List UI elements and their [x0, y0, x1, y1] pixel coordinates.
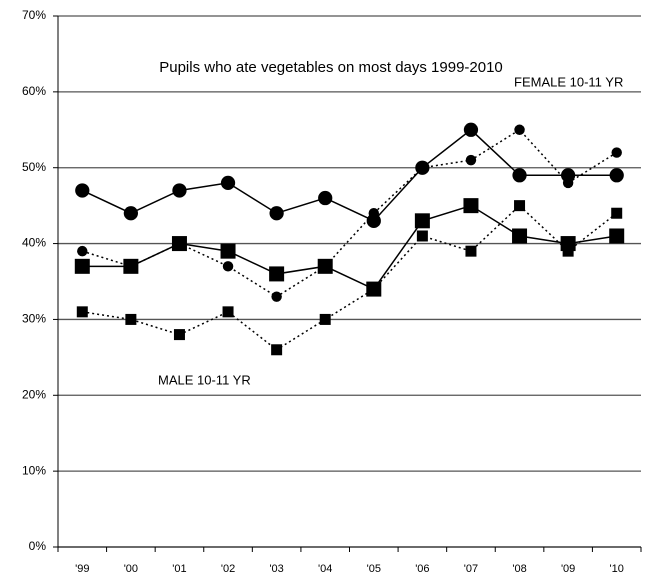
marker	[463, 198, 479, 214]
marker	[75, 183, 90, 198]
marker	[514, 200, 526, 212]
x-tick-label: '02	[221, 563, 235, 575]
series-line	[82, 204, 617, 291]
marker	[77, 245, 88, 257]
y-tick-label: 40%	[22, 236, 46, 250]
marker	[173, 329, 185, 341]
marker	[368, 283, 380, 295]
marker	[611, 147, 622, 158]
y-tick-label: 60%	[22, 84, 46, 98]
x-tick-label: '03	[269, 563, 283, 575]
y-tick-label: 20%	[22, 387, 46, 401]
x-tick-label: '07	[464, 563, 478, 575]
y-tick-label: 10%	[22, 463, 46, 477]
marker	[76, 306, 88, 318]
marker	[416, 230, 428, 242]
x-tick-label: '08	[512, 563, 526, 575]
marker	[611, 207, 623, 219]
y-tick-label: 50%	[22, 160, 46, 174]
x-tick-label: '01	[172, 563, 186, 575]
marker	[222, 261, 234, 272]
marker	[465, 154, 477, 166]
marker	[512, 228, 528, 244]
annotation: FEMALE 10-11 YR	[514, 74, 623, 89]
marker	[271, 291, 282, 302]
x-tick-label: '05	[367, 563, 381, 575]
x-tick-label: '99	[75, 563, 89, 575]
series-line	[82, 204, 618, 351]
marker	[463, 122, 479, 137]
marker	[269, 266, 285, 282]
marker	[562, 245, 574, 257]
marker	[414, 213, 430, 229]
marker	[269, 206, 284, 221]
marker	[609, 228, 625, 244]
marker	[318, 190, 333, 206]
annotation: MALE 10-11 YR	[158, 372, 251, 387]
marker	[368, 208, 380, 219]
x-tick-label: '00	[124, 563, 138, 575]
series-line	[82, 128, 618, 298]
marker	[222, 306, 234, 318]
marker	[271, 344, 283, 356]
marker	[366, 213, 381, 228]
marker	[562, 177, 574, 189]
x-tick-label: '04	[318, 563, 332, 575]
x-tick-label: '10	[610, 563, 624, 575]
x-tick-label: '09	[561, 563, 575, 575]
marker	[171, 236, 187, 252]
marker	[123, 206, 138, 221]
series-line	[81, 128, 617, 222]
marker	[123, 258, 139, 274]
marker	[172, 183, 187, 198]
marker	[417, 162, 428, 173]
y-tick-label: 30%	[22, 312, 46, 326]
marker	[609, 168, 624, 183]
chart-title: Pupils who ate vegetables on most days 1…	[159, 59, 503, 76]
marker	[561, 168, 576, 183]
marker	[512, 168, 527, 183]
marker	[317, 258, 333, 274]
marker	[319, 313, 331, 325]
marker	[74, 258, 90, 274]
marker	[125, 313, 137, 325]
marker	[220, 175, 236, 191]
y-tick-label: 70%	[22, 8, 46, 22]
marker	[514, 124, 525, 136]
marker	[465, 245, 477, 257]
y-tick-label: 0%	[29, 539, 47, 553]
x-tick-label: '06	[415, 563, 429, 575]
marker	[220, 243, 236, 259]
